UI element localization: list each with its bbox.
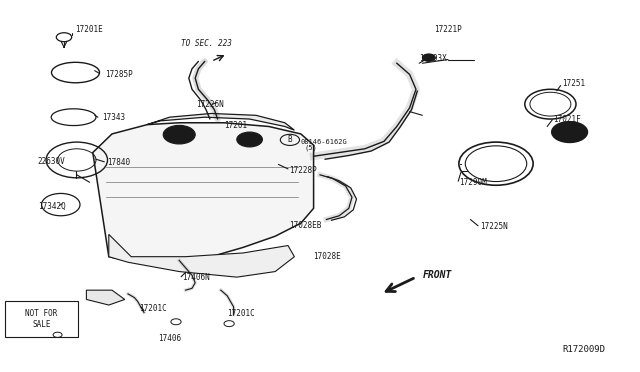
Text: TO SEC. 223: TO SEC. 223 (180, 39, 232, 48)
Text: NOT FOR
SALE: NOT FOR SALE (26, 309, 58, 328)
Text: 17840: 17840 (108, 158, 131, 167)
Text: 17290M: 17290M (460, 178, 487, 187)
Text: 17201C: 17201C (140, 304, 167, 313)
Circle shape (163, 125, 195, 144)
Text: B: B (287, 135, 292, 144)
Text: 17028EB: 17028EB (289, 221, 322, 230)
Text: 17343: 17343 (102, 113, 125, 122)
Circle shape (237, 132, 262, 147)
Text: R172009D: R172009D (562, 345, 605, 354)
Text: 17028E: 17028E (314, 252, 341, 261)
Text: 17406: 17406 (158, 334, 181, 343)
Text: 17406N: 17406N (182, 273, 210, 282)
Text: 08146-6162G: 08146-6162G (301, 140, 348, 145)
Text: 17021F: 17021F (554, 115, 581, 124)
FancyBboxPatch shape (5, 301, 78, 337)
Polygon shape (93, 123, 314, 262)
Text: (5): (5) (305, 145, 317, 151)
Text: 17225N: 17225N (480, 222, 508, 231)
Polygon shape (147, 113, 294, 130)
Circle shape (552, 122, 588, 142)
Circle shape (422, 54, 435, 61)
Text: 17201C: 17201C (227, 309, 255, 318)
Text: 18793X: 18793X (419, 54, 447, 63)
Text: 17226N: 17226N (196, 100, 224, 109)
Polygon shape (86, 290, 125, 305)
Text: 17251: 17251 (562, 79, 585, 88)
Text: 22630V: 22630V (37, 157, 65, 166)
Text: 17342Q: 17342Q (38, 202, 66, 211)
Text: 17201E: 17201E (76, 25, 103, 34)
Text: 17228P: 17228P (289, 166, 317, 174)
Text: 17285P: 17285P (106, 70, 133, 79)
Polygon shape (109, 234, 294, 277)
Text: 17221P: 17221P (434, 25, 461, 34)
Text: FRONT: FRONT (422, 270, 452, 279)
Text: 17201: 17201 (224, 121, 247, 130)
